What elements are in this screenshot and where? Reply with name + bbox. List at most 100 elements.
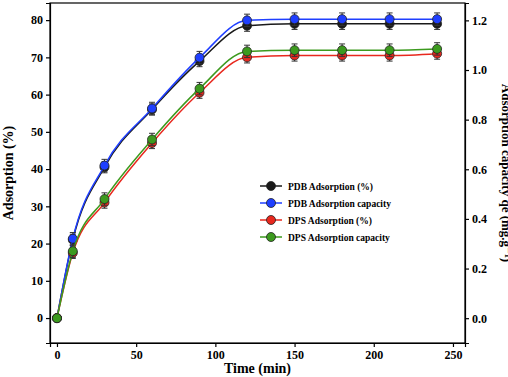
- tick: 250: [444, 343, 462, 362]
- error-cap: [292, 29, 298, 30]
- y2-axis: 0.00.20.40.60.81.01.2: [465, 4, 487, 344]
- tick: 0.8: [465, 113, 487, 127]
- x-axis-title: Time (min): [224, 361, 291, 377]
- error-cap: [101, 171, 107, 172]
- tick-mark: [453, 343, 454, 347]
- error-cap: [244, 45, 250, 46]
- tick-label: 50: [131, 348, 143, 362]
- tick: 80: [31, 13, 50, 27]
- tick-label: 20: [31, 237, 43, 251]
- tick-mark: [465, 70, 469, 71]
- tick-label: 70: [31, 51, 43, 65]
- tick-mark: [465, 20, 469, 21]
- data-point: [433, 15, 442, 24]
- tick-label: 1.0: [472, 63, 487, 77]
- error-cap: [70, 232, 76, 233]
- tick-mark: [46, 243, 50, 244]
- error-cap: [244, 62, 250, 63]
- legend-marker: [267, 199, 276, 208]
- error-cap: [292, 61, 298, 62]
- error-cap: [292, 43, 298, 44]
- tick-mark: [215, 343, 216, 347]
- tick-mark: [465, 268, 469, 269]
- tick-mark: [46, 169, 50, 170]
- tick: 50: [31, 125, 50, 139]
- legend: PDB Adsorption (%)PDB Adsorption capacit…: [260, 182, 391, 243]
- data-point: [195, 53, 204, 62]
- series-line: [57, 49, 437, 318]
- x-axis-line: [51, 344, 466, 348]
- tick-label: 200: [365, 348, 383, 362]
- series: [52, 48, 441, 322]
- tick-mark: [465, 318, 469, 319]
- tick-mark: [294, 343, 295, 347]
- error-cap: [339, 29, 345, 30]
- error-cap: [101, 192, 107, 193]
- error-cap: [70, 244, 76, 245]
- error-cap: [197, 82, 203, 83]
- tick-mark: [46, 132, 50, 133]
- data-point: [100, 195, 109, 204]
- x-axis: 0 50 100 150 200 250: [51, 343, 466, 362]
- error-cap: [197, 51, 203, 52]
- error-cap: [101, 159, 107, 160]
- error-cap: [387, 25, 393, 26]
- legend-entry: DPS Adsorption (%): [260, 216, 372, 227]
- chart: 050100150200250010203040506070800.00.20.…: [0, 0, 508, 377]
- y2-axis-line: [466, 4, 470, 344]
- error-cap: [387, 56, 393, 57]
- tick-label: 80: [31, 13, 43, 27]
- error-cap: [434, 25, 440, 26]
- tick-mark: [136, 343, 137, 347]
- error-cap: [292, 56, 298, 57]
- tick-label: 10: [31, 274, 43, 288]
- tick-mark: [57, 343, 58, 347]
- data-point: [243, 16, 252, 25]
- tick-label: 250: [444, 348, 462, 362]
- tick: 150: [286, 343, 304, 362]
- plot-frame: [50, 3, 465, 343]
- error-cap: [434, 59, 440, 60]
- tick-label: 0: [37, 311, 43, 325]
- legend-label: PDB Adsorption capacity: [288, 199, 391, 209]
- data-point: [52, 314, 61, 323]
- legend-entry: DPS Adsorption capacity: [260, 233, 390, 243]
- tick-label: 0.8: [472, 113, 487, 127]
- tick: 100: [207, 343, 225, 362]
- data-point: [100, 161, 109, 170]
- legend-marker: [267, 182, 276, 191]
- tick-label: 100: [207, 348, 225, 362]
- error-cap: [339, 61, 345, 62]
- series-line: [57, 24, 437, 318]
- data-point: [148, 135, 157, 144]
- data-point: [52, 314, 61, 323]
- tick-label: 0: [54, 348, 60, 362]
- tick-label: 0.0: [472, 312, 487, 326]
- legend-label: DPS Adsorption capacity: [288, 233, 390, 243]
- error-cap: [244, 26, 250, 27]
- error-cap: [339, 43, 345, 44]
- series-line: [57, 19, 437, 318]
- data-point: [195, 84, 204, 93]
- error-cap: [70, 244, 76, 245]
- tick-label: 1.2: [472, 14, 487, 28]
- legend-marker: [267, 233, 276, 242]
- tick: 0: [37, 311, 50, 325]
- error-cap: [197, 66, 203, 67]
- tick: 20: [31, 237, 50, 251]
- tick-mark: [465, 219, 469, 220]
- data-point: [385, 15, 394, 24]
- error-cap: [387, 61, 393, 62]
- error-cap: [101, 172, 107, 173]
- tick-label: 50: [31, 125, 43, 139]
- error-cap: [434, 42, 440, 43]
- tick-mark: [374, 343, 375, 347]
- error-cap: [149, 145, 155, 146]
- legend-label: DPS Adsorption (%): [288, 216, 372, 227]
- error-cap: [149, 102, 155, 103]
- y-axis-title: Adsorption (%): [1, 125, 17, 220]
- error-cap: [434, 12, 440, 13]
- error-cap: [292, 25, 298, 26]
- tick: 10: [31, 274, 50, 288]
- error-cap: [292, 12, 298, 13]
